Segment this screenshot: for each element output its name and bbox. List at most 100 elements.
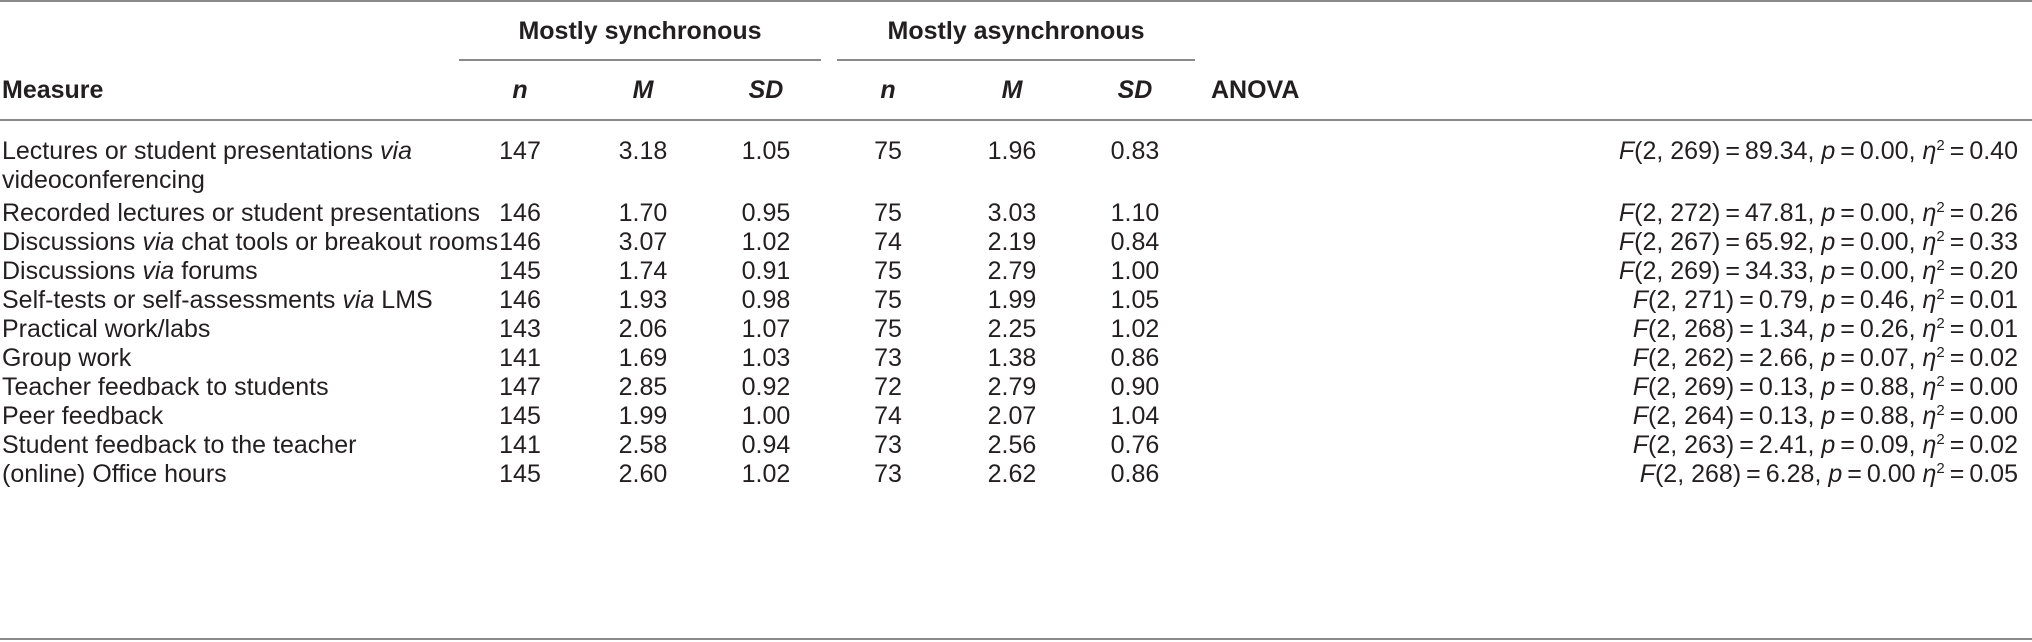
- anova-df: (2, 269): [1634, 257, 1721, 285]
- anova-sep: ,: [1908, 431, 1916, 459]
- async-n-cell: 75: [874, 286, 902, 314]
- anova-cell: F(2, 267) = 65.92, p = 0.00, η2 = 0.33: [1618, 228, 2018, 256]
- measure-text: Self-tests or self-assessments: [2, 286, 343, 314]
- anova-df: (2, 262): [1648, 344, 1735, 372]
- measure-text: (online) Office hours: [2, 460, 227, 488]
- measure-text-rest: LMS: [374, 286, 433, 314]
- anova-eta: 0.01: [1969, 315, 2018, 343]
- anova-eta: 0.00: [1969, 373, 2018, 401]
- sync-n-cell: 146: [499, 199, 541, 227]
- measure-cell: Discussions via chat tools or breakout r…: [2, 223, 498, 261]
- anova-cell: F(2, 269) = 34.33, p = 0.00, η2 = 0.20: [1618, 257, 2018, 285]
- measure-cell-line2: videoconferencing: [2, 166, 205, 194]
- group-rule-synchronous: [459, 59, 821, 61]
- measure-italic: via: [342, 286, 375, 314]
- anova-df: (2, 272): [1634, 199, 1721, 227]
- anova-sep: ,: [1908, 199, 1916, 227]
- anova-f: 2.41: [1758, 431, 1808, 459]
- sync-sd-cell: 0.91: [741, 257, 791, 285]
- measure-cell: Teacher feedback to students: [2, 368, 329, 406]
- anova-df: (2, 264): [1648, 402, 1735, 430]
- anova-cell: F(2, 269) = 0.13, p = 0.88, η2 = 0.00: [1632, 373, 2018, 401]
- anova-p: 0.00: [1859, 199, 1909, 227]
- sync-m-cell: 2.06: [618, 315, 668, 343]
- sync-sd-cell: 0.92: [741, 373, 791, 401]
- sync-n-cell: 145: [499, 257, 541, 285]
- measure-cell: Lectures or student presentations via: [2, 132, 412, 170]
- anova-f: 2.66: [1758, 344, 1808, 372]
- async-n-cell: 75: [874, 257, 902, 285]
- sync-m-cell: 2.58: [618, 431, 668, 459]
- anova-p: 0.26: [1859, 315, 1909, 343]
- anova-df: (2, 267): [1634, 228, 1721, 256]
- measure-italic: via: [142, 257, 175, 285]
- async-m-cell: 3.03: [987, 199, 1037, 227]
- anova-sep: ,: [1908, 344, 1916, 372]
- async-n-cell: 75: [874, 137, 902, 165]
- anova-f: 1.34: [1758, 315, 1808, 343]
- anova-p: 0.00: [1859, 257, 1909, 285]
- anova-f: 89.34: [1744, 137, 1808, 165]
- sync-n-cell: 145: [499, 402, 541, 430]
- anova-eta: 0.05: [1969, 460, 2018, 488]
- col-header-async-sd: SD: [1117, 76, 1153, 104]
- anova-df: (2, 268): [1648, 315, 1735, 343]
- sync-n-cell: 143: [499, 315, 541, 343]
- anova-eta: 0.26: [1969, 199, 2018, 227]
- col-header-async-m: M: [1001, 76, 1023, 104]
- measure-cell: Practical work/labs: [2, 310, 210, 348]
- sync-n-cell: 141: [499, 431, 541, 459]
- anova-df: (2, 269): [1634, 137, 1721, 165]
- sync-sd-cell: 1.07: [741, 315, 791, 343]
- anova-sep: ,: [1908, 228, 1916, 256]
- sync-n-cell: 141: [499, 344, 541, 372]
- async-sd-cell: 1.05: [1110, 286, 1160, 314]
- async-m-cell: 2.79: [987, 257, 1037, 285]
- bottom-rule: [0, 638, 2032, 640]
- sync-sd-cell: 0.98: [741, 286, 791, 314]
- anova-eta: 0.40: [1969, 137, 2018, 165]
- anova-p: 0.09: [1859, 431, 1909, 459]
- async-m-cell: 2.07: [987, 402, 1037, 430]
- anova-cell: F(2, 263) = 2.41, p = 0.09, η2 = 0.02: [1632, 431, 2018, 459]
- measure-text-rest: chat tools or breakout rooms: [174, 228, 499, 256]
- sync-n-cell: 147: [499, 137, 541, 165]
- async-n-cell: 75: [874, 315, 902, 343]
- anova-cell: F(2, 272) = 47.81, p = 0.00, η2 = 0.26: [1618, 199, 2018, 227]
- async-m-cell: 2.79: [987, 373, 1037, 401]
- sync-m-cell: 3.18: [618, 137, 668, 165]
- async-sd-cell: 0.83: [1110, 137, 1160, 165]
- measure-text: Recorded lectures or student presentatio…: [2, 199, 481, 227]
- async-n-cell: 75: [874, 199, 902, 227]
- col-header-measure: Measure: [2, 76, 104, 104]
- measure-cell: Peer feedback: [2, 397, 163, 435]
- sync-m-cell: 1.93: [618, 286, 668, 314]
- anova-p: 0.00: [1866, 460, 1916, 488]
- anova-p: 0.00: [1859, 228, 1909, 256]
- anova-sep: ,: [1908, 286, 1916, 314]
- async-n-cell: 73: [874, 344, 902, 372]
- measure-cell: Discussions via forums: [2, 252, 258, 290]
- col-header-async-n: n: [880, 76, 896, 104]
- anova-cell: F(2, 269) = 89.34, p = 0.00, η2 = 0.40: [1618, 137, 2018, 165]
- async-n-cell: 73: [874, 431, 902, 459]
- top-rule: [0, 0, 2032, 2]
- measure-text: Discussions: [2, 228, 143, 256]
- sync-m-cell: 1.70: [618, 199, 668, 227]
- anova-sep: ,: [1908, 402, 1916, 430]
- anova-sep: ,: [1908, 373, 1916, 401]
- anova-cell: F(2, 271) = 0.79, p = 0.46, η2 = 0.01: [1632, 286, 2018, 314]
- async-m-cell: 1.96: [987, 137, 1037, 165]
- anova-sep: ,: [1908, 315, 1916, 343]
- measure-cell: Group work: [2, 339, 131, 377]
- anova-f: 0.13: [1758, 402, 1808, 430]
- anova-f: 0.79: [1758, 286, 1808, 314]
- anova-f: 6.28: [1765, 460, 1815, 488]
- sync-sd-cell: 1.05: [741, 137, 791, 165]
- group-header-asynchronous: Mostly asynchronous: [887, 17, 1145, 45]
- measure-italic: via: [380, 137, 412, 165]
- anova-f: 65.92: [1744, 228, 1808, 256]
- col-header-sync-sd: SD: [748, 76, 784, 104]
- anova-cell: F(2, 268) = 6.28, p = 0.00 η2 = 0.05: [1639, 460, 2018, 488]
- async-m-cell: 2.62: [987, 460, 1037, 488]
